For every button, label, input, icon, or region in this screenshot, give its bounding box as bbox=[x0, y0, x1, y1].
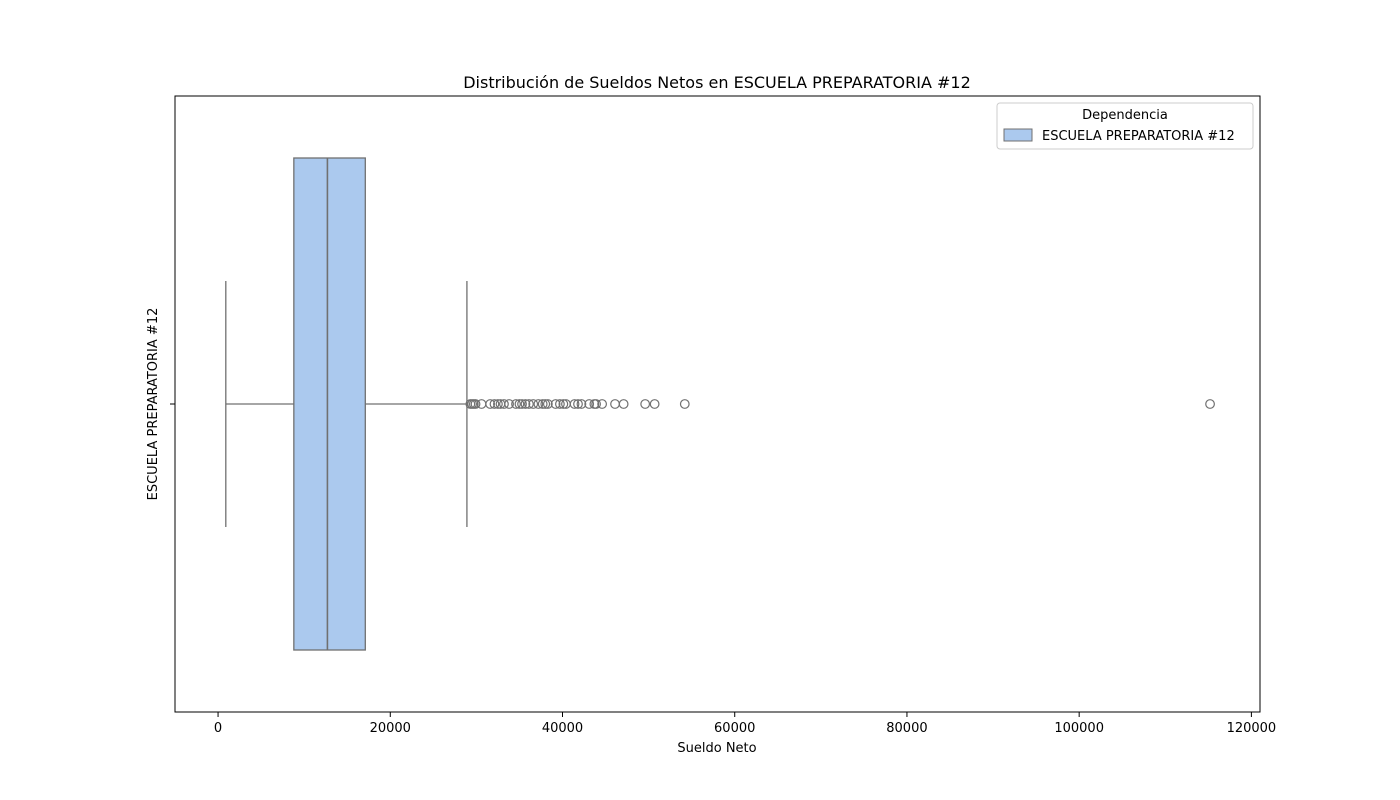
outlier-point bbox=[485, 399, 496, 409]
outlier-point bbox=[489, 399, 500, 409]
outlier-point bbox=[1205, 399, 1215, 409]
outlier-point bbox=[511, 399, 521, 409]
outlier-point bbox=[679, 399, 690, 409]
legend-title: Dependencia bbox=[1082, 108, 1168, 123]
outlier-point bbox=[569, 399, 580, 409]
x-tick-label: 60000 bbox=[714, 721, 755, 736]
outlier-point bbox=[558, 399, 569, 409]
outlier-point bbox=[573, 399, 583, 409]
outlier-point bbox=[499, 399, 509, 409]
iqr-box bbox=[293, 157, 366, 651]
legend: Dependencia ESCUELA PREPARATORIA #12 bbox=[996, 102, 1254, 150]
axes: 0 20000 40000 60000 80000 100000 120000 bbox=[170, 95, 1277, 736]
x-tick-label: 40000 bbox=[542, 721, 583, 736]
outlier-point bbox=[640, 399, 651, 409]
outlier-point bbox=[591, 399, 601, 409]
outlier-point bbox=[555, 399, 565, 409]
outlier-point bbox=[524, 399, 534, 409]
outlier-point bbox=[649, 399, 660, 409]
x-tick-label: 100000 bbox=[1054, 721, 1104, 736]
outlier-point bbox=[514, 399, 525, 409]
outlier-point bbox=[537, 399, 548, 409]
x-axis-label: Sueldo Neto bbox=[677, 741, 756, 756]
outlier-point bbox=[540, 399, 551, 409]
outlier-point bbox=[504, 399, 515, 409]
outlier-point bbox=[618, 399, 629, 409]
outlier-point bbox=[533, 399, 544, 409]
outlier-point bbox=[597, 399, 608, 409]
x-tick-label: 120000 bbox=[1227, 721, 1277, 736]
outlier-point bbox=[550, 399, 561, 409]
x-tick-label: 80000 bbox=[886, 721, 927, 736]
legend-swatch bbox=[1003, 128, 1033, 142]
chart-title: Distribución de Sueldos Netos en ESCUELA… bbox=[463, 73, 971, 92]
x-tick-label: 20000 bbox=[370, 721, 411, 736]
plot-area bbox=[225, 157, 1215, 651]
outlier-point bbox=[493, 399, 503, 409]
outlier-point bbox=[576, 399, 587, 409]
y-axis-label: ESCUELA PREPARATORIA #12 bbox=[146, 308, 161, 501]
outlier-point bbox=[520, 399, 531, 409]
legend-entry-label: ESCUELA PREPARATORIA #12 bbox=[1042, 129, 1235, 144]
outlier-point bbox=[610, 399, 620, 409]
outlier-point bbox=[542, 399, 553, 409]
legend-frame bbox=[996, 102, 1254, 150]
outlier-point bbox=[517, 399, 527, 409]
outlier-point bbox=[584, 399, 595, 409]
x-tick-label: 0 bbox=[214, 721, 222, 736]
outlier-point bbox=[470, 399, 481, 409]
outlier-point bbox=[528, 399, 539, 409]
